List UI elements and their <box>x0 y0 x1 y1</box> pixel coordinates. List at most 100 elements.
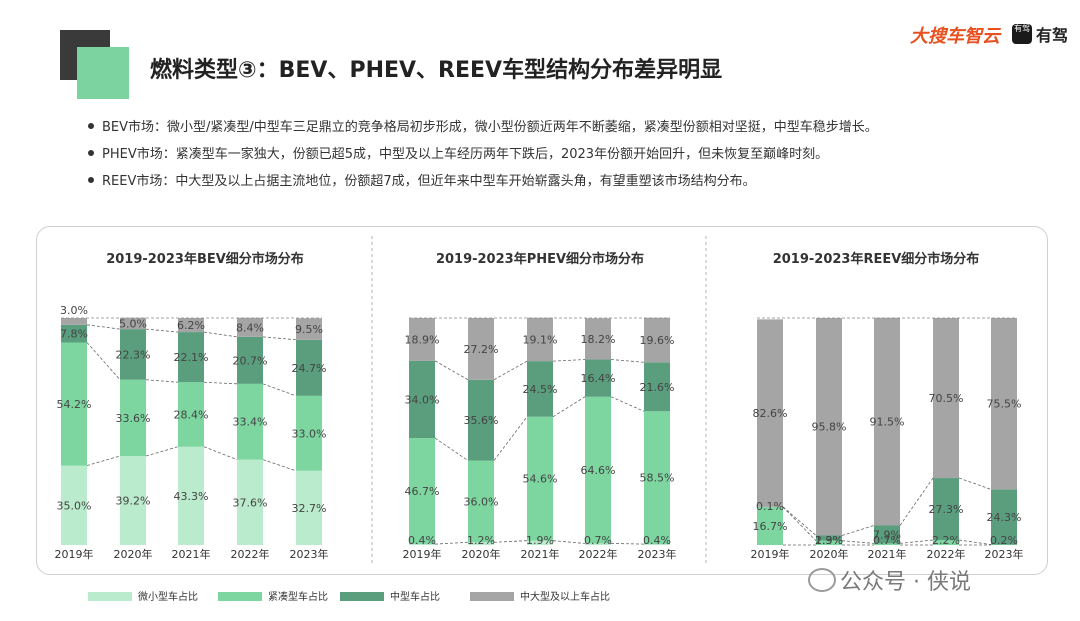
x-tick-label: 2020年 <box>810 547 849 561</box>
x-tick-label: 2022年 <box>231 547 270 561</box>
x-tick-label: 2021年 <box>868 547 907 561</box>
bar-compact-segment <box>527 416 553 541</box>
bar-large-segment <box>991 318 1017 490</box>
data-label: 32.7% <box>292 502 327 515</box>
x-tick-label: 2019年 <box>751 547 790 561</box>
connector-line <box>899 539 934 544</box>
connector-line <box>493 416 528 461</box>
data-label: 5.0% <box>119 317 147 330</box>
bar-large-segment <box>61 318 87 325</box>
bar-micro-segment <box>61 465 87 545</box>
bar-mid-segment <box>296 339 322 396</box>
bullet-item: PHEV市场：紧凑型车一家独大，份额已超5成，中型及以上车经历两年下跌后，202… <box>88 145 878 172</box>
bar-micro-segment <box>120 456 146 545</box>
bar-mid-segment <box>409 360 435 439</box>
bar-large-segment <box>468 318 494 380</box>
bar-compact-segment <box>585 396 611 544</box>
bar-large-segment <box>644 317 670 363</box>
bar-compact-segment <box>644 411 670 545</box>
bar-micro-segment <box>237 459 263 545</box>
bar-mid-segment <box>874 525 900 544</box>
page-title: 燃料类型③：BEV、PHEV、REEV车型结构分布差异明显 <box>150 58 723 83</box>
data-label: 95.8% <box>812 421 847 434</box>
chart-title: 2019-2023年BEV细分市场分布 <box>106 251 304 267</box>
bar-mid-segment <box>933 478 959 541</box>
connector-line <box>86 455 121 466</box>
data-label: 24.7% <box>292 362 327 375</box>
legend-swatch <box>218 591 262 601</box>
connector-line <box>899 477 934 526</box>
data-label: 1.9% <box>815 534 843 547</box>
bullet-text: REEV市场：中大型及以上占据主流地位，份额超7成，但近年来中型车开始崭露头角，… <box>102 174 756 189</box>
data-label: 2.2% <box>932 534 960 547</box>
connector-line <box>86 324 121 330</box>
data-label: 33.0% <box>292 427 327 440</box>
data-label: 75.5% <box>987 398 1022 411</box>
bar-large-segment <box>120 317 146 330</box>
data-label: 33.4% <box>233 416 268 429</box>
bullet-item: BEV市场：微小型/紧凑型/中型车三足鼎立的竞争格局初步形成，微小型份额近两年不… <box>88 118 878 145</box>
x-tick-label: 2021年 <box>172 547 211 561</box>
data-label: 0.4% <box>408 534 436 547</box>
connector-line <box>262 459 297 472</box>
legend-swatch <box>470 591 514 601</box>
connector-line <box>958 477 992 490</box>
bar-micro-segment <box>585 543 611 545</box>
data-label: 19.1% <box>523 333 558 346</box>
connector-line <box>552 359 586 362</box>
legend-item-mid: 中型车占比 <box>340 590 440 606</box>
bar-large-segment <box>527 317 553 362</box>
data-label: 82.6% <box>753 407 788 420</box>
legend-swatch <box>340 591 384 601</box>
data-label: 20.7% <box>233 354 268 367</box>
legend-swatch <box>88 591 132 601</box>
x-tick-label: 2022年 <box>927 547 966 561</box>
data-label: 18.2% <box>581 333 616 346</box>
data-label: 24.5% <box>523 383 558 396</box>
bar-compact-segment <box>757 507 783 545</box>
data-label: 2.3% <box>815 534 843 547</box>
bar-compact-segment <box>178 382 204 447</box>
connector-line <box>958 539 992 545</box>
legend-item-large: 中大型及以上车占比 <box>470 590 610 606</box>
data-label: 35.6% <box>464 414 499 427</box>
connector-line <box>552 396 586 418</box>
bar-mid-segment <box>120 329 146 380</box>
bar-compact-segment <box>296 395 322 471</box>
bar-large-segment <box>816 318 842 536</box>
x-tick-label: 2023年 <box>985 547 1024 561</box>
connector-line <box>203 381 238 385</box>
data-label: 6.2% <box>177 319 205 332</box>
bar-large-segment <box>757 319 783 507</box>
bar-large-segment <box>585 318 611 360</box>
data-label: 37.6% <box>233 496 268 509</box>
data-label: 33.6% <box>116 412 151 425</box>
data-label: 21.6% <box>640 381 675 394</box>
data-label: 3.0% <box>60 304 88 317</box>
bar-mid-segment <box>237 336 263 384</box>
bar-mid-segment <box>644 362 670 412</box>
brand-logo: 大搜车智云 <box>910 26 1000 47</box>
bar-mid-segment <box>178 332 204 383</box>
connector-line <box>203 446 238 461</box>
data-label: 7.8% <box>60 328 88 341</box>
bar-large-segment <box>874 317 900 526</box>
data-label: 22.1% <box>174 351 209 364</box>
bullet-text: BEV市场：微小型/紧凑型/中型车三足鼎立的竞争格局初步形成，微小型份额近两年不… <box>102 120 878 135</box>
connector-line <box>782 506 817 541</box>
bar-compact-segment <box>61 342 87 466</box>
connector-line <box>86 342 121 381</box>
legend-item-compact: 紧凑型车占比 <box>218 590 328 606</box>
data-label: 0.2% <box>990 534 1018 547</box>
connector-line <box>610 396 645 412</box>
legend-label: 中大型及以上车占比 <box>520 592 610 603</box>
bar-large-segment <box>237 317 263 337</box>
connector-line <box>145 328 179 333</box>
bullet-item: REEV市场：中大型及以上占据主流地位，份额超7成，但近年来中型车开始崭露头角，… <box>88 172 878 199</box>
x-tick-label: 2020年 <box>114 547 153 561</box>
bar-compact-segment <box>409 438 435 545</box>
data-label: 64.6% <box>581 464 616 477</box>
connector-line <box>434 360 469 381</box>
bar-mid-segment <box>585 359 611 397</box>
bar-large-segment <box>296 318 322 340</box>
